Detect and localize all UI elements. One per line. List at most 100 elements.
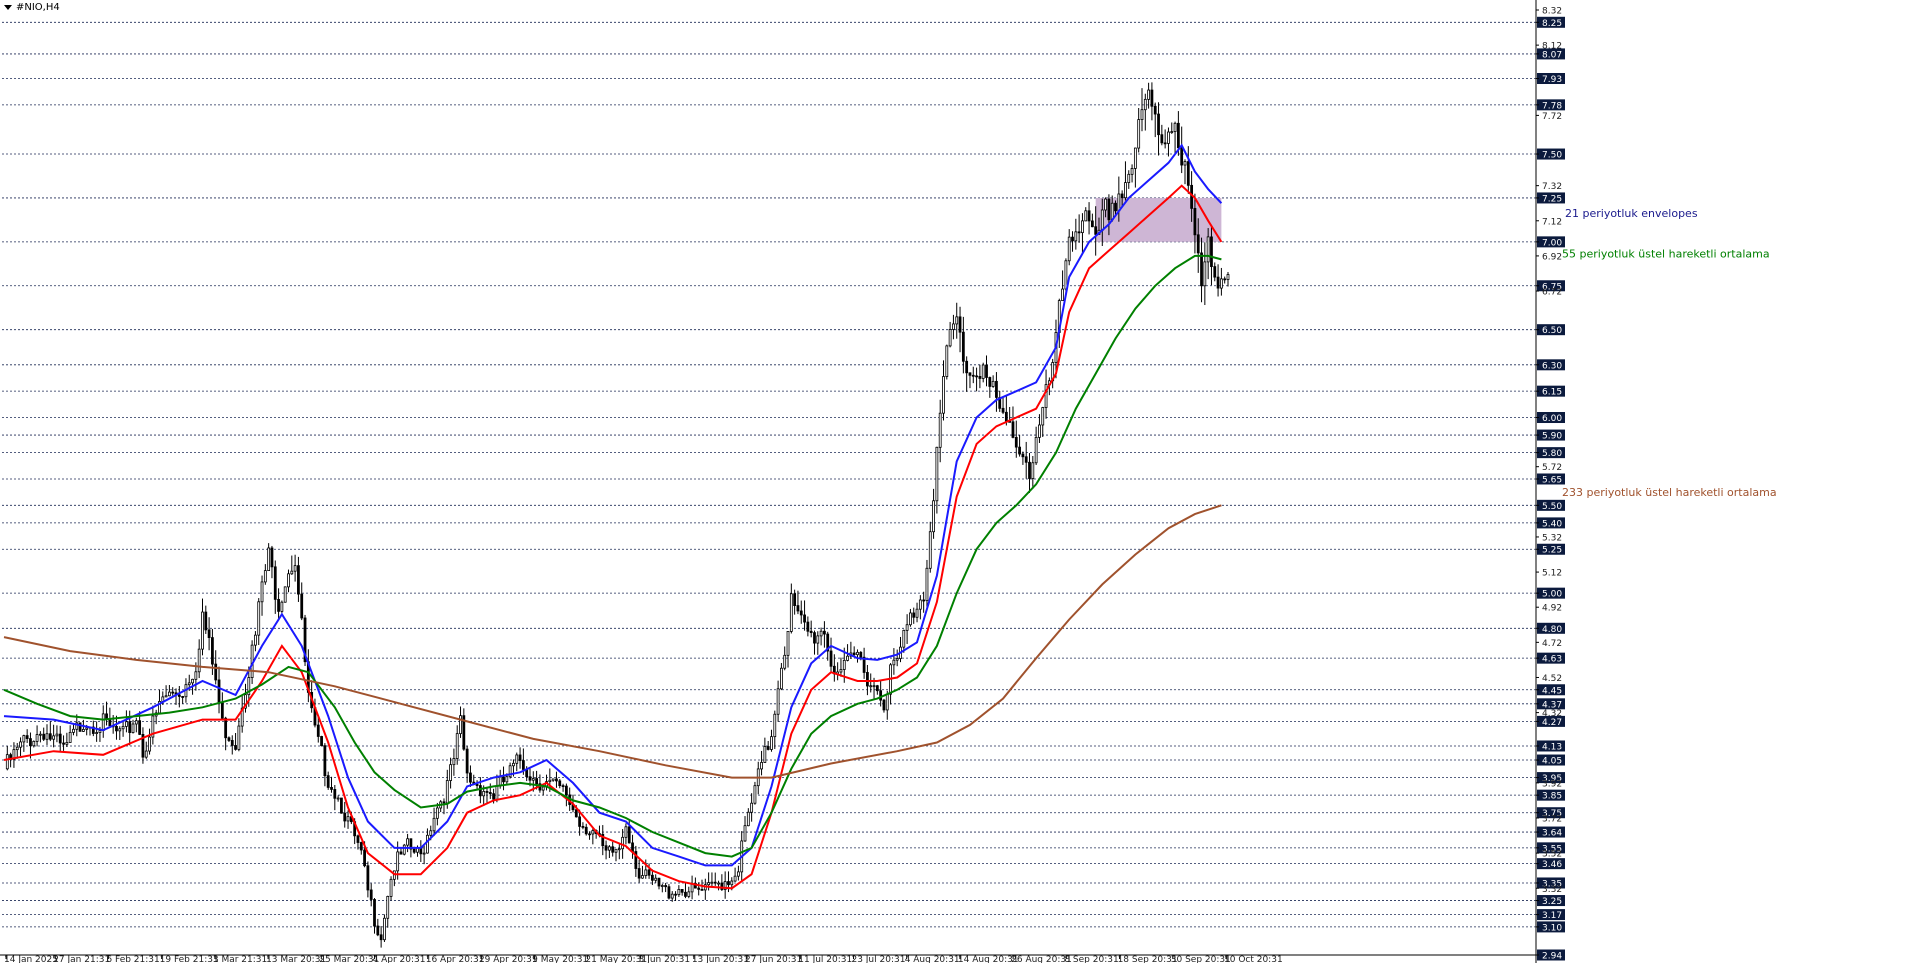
candle-body (134, 720, 138, 725)
candle-body (535, 778, 538, 785)
candle-body (1018, 446, 1021, 455)
time-tick: 26 Aug 20:31 (1011, 955, 1072, 965)
time-tick-label: 8 Sep 20:31 (1064, 955, 1118, 963)
candle-body (379, 934, 383, 941)
candle-body (475, 783, 479, 786)
candle-body (730, 880, 734, 886)
candle-body (809, 630, 813, 634)
candle-body (1104, 198, 1107, 211)
candle-body (52, 735, 56, 740)
candle-body (297, 565, 300, 595)
time-tick: 27 Jun 20:31 (745, 955, 802, 965)
candle-body (478, 785, 482, 797)
candle-body (435, 807, 439, 819)
price-tick-badge (1537, 921, 1565, 933)
price-tick-badge (1537, 877, 1565, 889)
candle-body (932, 500, 935, 533)
time-tick: 19 Feb 21:31 (160, 955, 219, 965)
candle-body (965, 360, 969, 374)
candle-body (68, 731, 72, 743)
price-tick-label: 5.80 (1542, 449, 1562, 459)
candle-body (25, 735, 29, 739)
price-tick-badge (1537, 715, 1565, 727)
price-tick-label: 6.72 (1542, 288, 1562, 298)
candle-body (254, 634, 257, 646)
candle-body (227, 737, 231, 741)
price-tick-label: 3.95 (1542, 774, 1562, 784)
candle-body (1226, 274, 1230, 280)
candle-body (584, 826, 588, 835)
candle-body (938, 412, 942, 448)
candle-body (1024, 456, 1028, 463)
candle-body (601, 833, 605, 847)
candle-body (677, 889, 681, 896)
candle-body (138, 720, 142, 735)
price-tick: 7.12 (1536, 217, 1562, 227)
candle-body (617, 848, 621, 851)
candle-body (482, 791, 486, 797)
candle-body (12, 749, 16, 760)
price-tick-label: 7.25 (1542, 194, 1562, 204)
candle-body (604, 845, 608, 851)
time-tick-label: 4 Apr 20:31 (373, 955, 426, 963)
candle-body (1100, 209, 1104, 231)
candle-body (1186, 161, 1190, 186)
candle-body (796, 605, 800, 612)
candle-body (369, 889, 373, 900)
candle-body (548, 779, 552, 783)
candle-body (230, 740, 234, 746)
price-tick: 4.92 (1536, 604, 1562, 614)
time-tick-label: 13 Mar 20:31 (266, 955, 326, 963)
price-tick-badge (1537, 385, 1565, 397)
price-tick: 7.93 (1536, 73, 1565, 85)
price-tick-label: 7.32 (1542, 182, 1562, 192)
candle-body (591, 830, 595, 835)
candle-body (720, 882, 724, 890)
price-tick: 3.17 (1536, 909, 1565, 921)
candle-body (257, 601, 261, 636)
candle-body (664, 885, 668, 888)
price-tick-badge (1537, 280, 1565, 292)
candle-body (895, 658, 899, 661)
price-tick: 8.32 (1536, 7, 1562, 17)
candle-body (290, 570, 294, 575)
price-tick-label: 6.92 (1542, 252, 1562, 262)
candle-body (220, 701, 224, 719)
price-tick-label: 3.75 (1542, 809, 1562, 819)
series-line (3, 504, 1222, 779)
candle-body (469, 772, 472, 783)
price-tick: 5.50 (1536, 499, 1565, 512)
price-tick-label: 3.64 (1542, 829, 1562, 839)
candle-body (191, 678, 194, 684)
candle-body (879, 690, 883, 701)
price-tick-label: 6.00 (1542, 414, 1562, 424)
price-tick-badge (1537, 858, 1565, 870)
series-line (3, 254, 1222, 858)
candle-body (555, 778, 558, 782)
price-tick: 5.80 (1536, 447, 1565, 459)
price-tick-label: 5.00 (1542, 590, 1562, 600)
price-tick-label: 4.13 (1542, 742, 1562, 752)
time-tick: 14 Jan 2025 (4, 955, 58, 965)
price-tick-label: 2.94 (1542, 952, 1562, 962)
candle-body (389, 878, 393, 897)
candle-body (426, 834, 429, 854)
price-tick-label: 3.85 (1542, 792, 1562, 802)
candle-body (465, 748, 469, 774)
dropdown-caret-icon[interactable] (4, 4, 12, 10)
candle-body (237, 725, 241, 750)
symbol-title[interactable]: #NIO,H4 (4, 2, 60, 13)
candle-body (1094, 226, 1098, 235)
candle-body (958, 316, 962, 333)
time-tick-label: 3 Jun 20:31 (639, 955, 690, 963)
candle-body (852, 652, 856, 656)
candle-body (283, 586, 287, 603)
candle-body (667, 886, 671, 899)
price-tick-label: 7.50 (1542, 151, 1562, 161)
candle-body (842, 659, 846, 670)
candle-body (1011, 421, 1015, 438)
indicator-label: 21 periyotluk envelopes (1565, 207, 1698, 220)
